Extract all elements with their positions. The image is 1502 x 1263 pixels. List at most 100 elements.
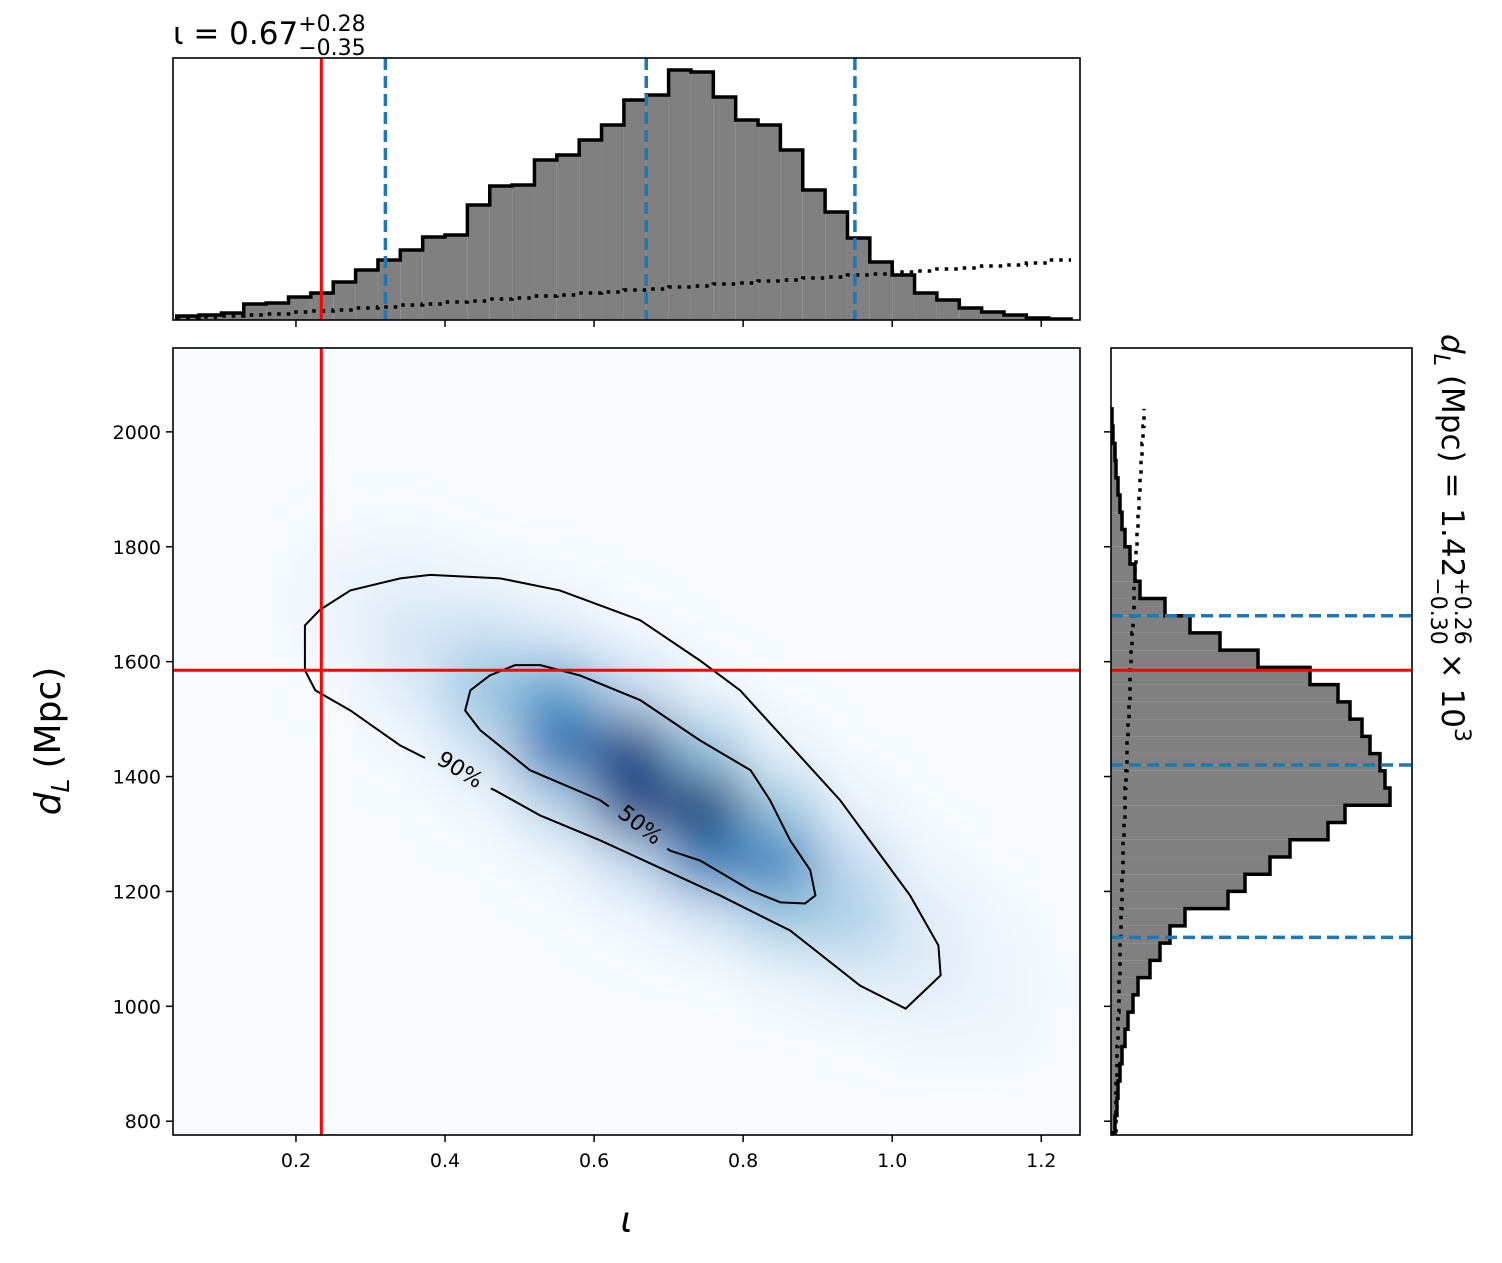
contour-line bbox=[303, 573, 942, 1010]
density-panel bbox=[173, 348, 1080, 1135]
density-cell bbox=[966, 776, 1042, 835]
density-cell bbox=[594, 719, 670, 778]
density-cell bbox=[445, 776, 521, 835]
hist-bar bbox=[802, 190, 826, 320]
hist-bar bbox=[713, 97, 736, 320]
hist-bar bbox=[1111, 632, 1220, 651]
hist-bar bbox=[936, 300, 960, 320]
hist-bar bbox=[690, 72, 714, 320]
hist-bar bbox=[847, 238, 870, 320]
hist-bar bbox=[333, 282, 356, 320]
density-cell bbox=[817, 891, 893, 950]
density-cell bbox=[817, 776, 893, 835]
density-cell bbox=[966, 719, 1042, 778]
density-cell bbox=[445, 719, 521, 778]
y-tick-label: 1400 bbox=[113, 767, 161, 789]
contour-line bbox=[464, 664, 817, 905]
density-cell bbox=[817, 719, 893, 778]
axes-frame bbox=[172, 347, 1081, 1136]
hist-bar bbox=[1111, 650, 1258, 668]
x-tick-label: 1.2 bbox=[1026, 1150, 1056, 1172]
hist-bar bbox=[892, 275, 915, 320]
axes-frame bbox=[172, 57, 1081, 321]
density-cell bbox=[295, 948, 371, 1007]
hist-bar bbox=[445, 235, 468, 320]
density-cell bbox=[817, 489, 893, 548]
density-cell bbox=[892, 1006, 968, 1065]
hist-bar bbox=[825, 212, 848, 320]
density-cell bbox=[594, 489, 670, 548]
density-cell bbox=[295, 489, 371, 548]
label-sub: −0.30 bbox=[1425, 577, 1450, 644]
hist-bar bbox=[1111, 1063, 1120, 1082]
hist-bar bbox=[556, 155, 580, 320]
y-label-text: (Mpc) bbox=[28, 667, 69, 769]
label-exp: 3 bbox=[1449, 728, 1474, 742]
density-cell bbox=[817, 546, 893, 605]
density-cell bbox=[519, 891, 595, 950]
density-cell bbox=[966, 833, 1042, 892]
hist-bar bbox=[1111, 770, 1385, 789]
density-cell bbox=[743, 489, 819, 548]
density-cell bbox=[519, 489, 595, 548]
hist-bar bbox=[959, 308, 982, 320]
hist-bar bbox=[1111, 736, 1370, 754]
hist-bar bbox=[1111, 684, 1338, 702]
hist-bar bbox=[579, 140, 602, 320]
label-symbol: d bbox=[1434, 334, 1470, 354]
density-cell bbox=[295, 546, 371, 605]
density-cell bbox=[817, 948, 893, 1007]
x-tick-label: 0.8 bbox=[728, 1150, 758, 1172]
hist-bar bbox=[1111, 908, 1185, 926]
density-cell bbox=[892, 891, 968, 950]
density-cell bbox=[817, 1006, 893, 1065]
density-cell bbox=[966, 948, 1042, 1007]
density-cell bbox=[966, 891, 1042, 950]
hist-bar bbox=[1111, 598, 1165, 616]
hist-bar bbox=[1111, 788, 1390, 806]
label-sup: +0.26 bbox=[1449, 577, 1474, 644]
hist-bar bbox=[243, 304, 267, 320]
density-cell bbox=[668, 604, 744, 663]
hist-bar bbox=[1111, 477, 1118, 496]
hist-bar bbox=[1111, 719, 1362, 737]
hist-bar bbox=[1111, 563, 1135, 582]
hist-bar bbox=[266, 303, 289, 320]
y-tick-label: 1000 bbox=[113, 996, 161, 1018]
hist-bar bbox=[623, 100, 647, 320]
hist-bar bbox=[534, 160, 557, 320]
density-cell bbox=[817, 604, 893, 663]
density-cell bbox=[295, 719, 371, 778]
hist-bar bbox=[1111, 891, 1228, 909]
density-cell bbox=[743, 604, 819, 663]
density-cell bbox=[966, 604, 1042, 663]
density-cell bbox=[519, 546, 595, 605]
label-tail: × 10 bbox=[1434, 653, 1470, 728]
density-cell bbox=[743, 948, 819, 1007]
y-tick-label: 1800 bbox=[113, 537, 161, 559]
hist-bar bbox=[1111, 977, 1138, 995]
density-cell bbox=[668, 776, 744, 835]
density-cell bbox=[892, 776, 968, 835]
hist-bar bbox=[1111, 701, 1350, 720]
x-axis-label: ι bbox=[620, 1200, 632, 1241]
density-cell bbox=[370, 604, 446, 663]
hist-bar bbox=[1111, 960, 1150, 978]
title-sub: −0.35 bbox=[298, 36, 365, 61]
label-text: (Mpc) = 1.42 bbox=[1434, 375, 1470, 577]
density-cell bbox=[668, 948, 744, 1007]
prior-line bbox=[1114, 408, 1146, 1133]
density-cell bbox=[370, 833, 446, 892]
density-cell bbox=[892, 833, 968, 892]
hist-bar bbox=[869, 262, 893, 320]
density-cell bbox=[892, 489, 968, 548]
density-cell bbox=[743, 776, 819, 835]
title-sup: +0.28 bbox=[298, 12, 365, 37]
hist-bar bbox=[1111, 1115, 1115, 1133]
hist-bar bbox=[668, 70, 691, 320]
hist-bar bbox=[1111, 529, 1125, 547]
x-tick-label: 1.0 bbox=[877, 1150, 907, 1172]
density-cell bbox=[594, 1006, 670, 1065]
